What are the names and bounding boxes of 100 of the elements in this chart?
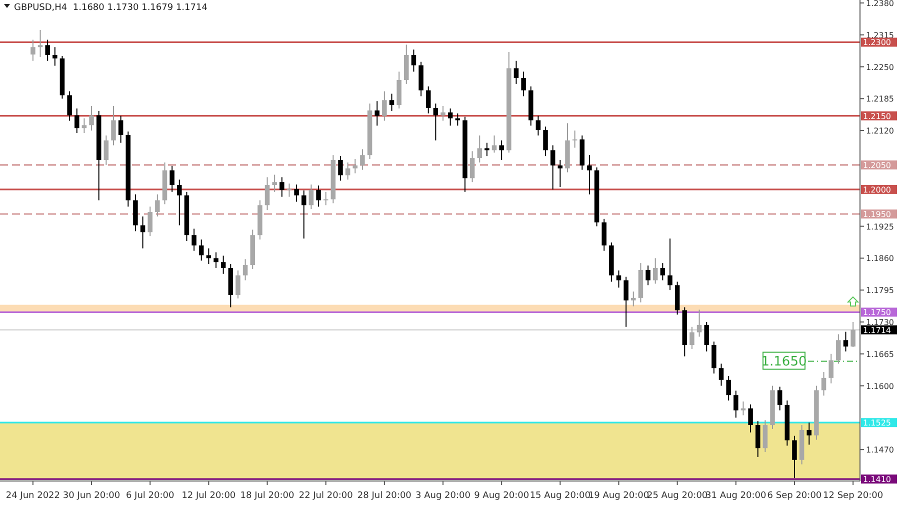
- candlestick: [433, 103, 438, 141]
- candlestick: [214, 252, 218, 268]
- candlestick: [558, 160, 563, 188]
- candlestick: [550, 144, 556, 190]
- candlestick: [712, 341, 716, 374]
- y-tick-label: 1.1470: [866, 446, 894, 455]
- candlestick: [206, 248, 212, 265]
- candlestick: [631, 291, 636, 307]
- candlestick: [30, 39, 36, 62]
- ref-line-label: 1.1525: [863, 418, 891, 428]
- candlestick: [477, 134, 482, 163]
- candlestick: [220, 255, 226, 274]
- ref-line-label: 1.1714: [863, 326, 891, 335]
- candlestick: [514, 60, 519, 84]
- candlestick: [198, 239, 204, 262]
- candlestick: [308, 184, 314, 210]
- candlestick: [264, 176, 270, 211]
- candlestick: [118, 115, 124, 144]
- candlestick: [616, 270, 622, 288]
- y-tick-label: 1.2185: [866, 94, 894, 104]
- candlestick: [455, 112, 460, 126]
- y-tick-label: 1.1860: [866, 254, 894, 264]
- candlestick: [45, 39, 50, 62]
- candlestick: [660, 262, 666, 281]
- y-tick-label: 1.2120: [866, 126, 894, 136]
- candlestick: [382, 90, 387, 122]
- candlestick: [602, 218, 606, 252]
- candlestick: [242, 258, 248, 281]
- candlestick: [352, 158, 358, 174]
- candlestick: [294, 184, 299, 202]
- candlestick: [828, 353, 834, 384]
- x-tick-label: 24 Jun 2022: [6, 491, 60, 501]
- x-tick-label: 12 Sep 20:00: [823, 491, 884, 501]
- candlestick: [389, 93, 394, 112]
- ref-line-label: 1.2050: [863, 160, 891, 170]
- candlestick: [67, 90, 72, 122]
- candlestick: [762, 420, 768, 453]
- candlestick: [111, 106, 116, 146]
- candlestick: [89, 106, 94, 132]
- y-tick-label: 1.2380: [866, 0, 894, 8]
- y-tick-label: 1.2315: [866, 30, 894, 40]
- candlestick: [624, 276, 628, 328]
- candlestick: [323, 191, 328, 206]
- y-tick-label: 1.2250: [866, 62, 894, 72]
- candlestick: [543, 126, 548, 157]
- candlestick: [748, 404, 753, 433]
- candlestick: [536, 115, 541, 136]
- x-tick-label: 28 Jul 20:00: [357, 491, 412, 501]
- candlestick: [484, 142, 490, 157]
- candlestick: [652, 258, 658, 284]
- x-tick-label: 12 Jul 20:00: [182, 491, 236, 501]
- y-tick-label: 1.1665: [866, 350, 894, 359]
- candlestick: [470, 150, 475, 183]
- x-tick-label: 30 Jun 20:00: [62, 491, 120, 501]
- chart-title: GBPUSD,H4 1.1680 1.1730 1.1679 1.1714: [14, 3, 208, 13]
- candlestick: [411, 49, 416, 72]
- candlestick: [280, 176, 284, 198]
- y-tick-label: 1.1925: [866, 222, 894, 232]
- candlestick: [755, 420, 760, 458]
- y-tick-label: 1.1795: [866, 286, 894, 296]
- candlestick: [521, 71, 526, 97]
- x-tick-label: 6 Jul 20:00: [126, 491, 174, 501]
- candlestick: [646, 265, 650, 286]
- candlestick: [792, 435, 797, 479]
- candlestick: [38, 29, 43, 58]
- ref-line-label: 1.1750: [863, 308, 891, 318]
- candlestick: [192, 228, 196, 252]
- y-tick-label: 1.1600: [866, 382, 894, 391]
- ref-line-label: 1.1950: [863, 210, 891, 219]
- candlestick: [360, 148, 365, 170]
- candlestick: [301, 190, 306, 240]
- candlestick: [668, 238, 672, 291]
- candlestick: [177, 179, 182, 226]
- x-tick-label: 9 Aug 20:00: [474, 491, 530, 501]
- candlestick: [806, 422, 812, 446]
- candlestick: [52, 46, 58, 66]
- candlestick: [286, 183, 292, 198]
- candlestick: [374, 100, 380, 126]
- ref-line-label: 1.2300: [863, 38, 891, 48]
- x-tick-label: 19 Aug 20:00: [588, 491, 650, 501]
- ref-line-label: 1.1410: [863, 475, 891, 484]
- x-tick-label: 31 Aug 20:00: [706, 491, 767, 501]
- candlestick: [572, 130, 578, 148]
- candlestick: [440, 106, 446, 122]
- candlestick: [718, 363, 724, 386]
- candlestick: [272, 174, 277, 192]
- candlestick: [696, 309, 702, 338]
- candlestick: [426, 86, 431, 114]
- candlestick: [82, 118, 87, 134]
- x-tick-label: 15 Aug 20:00: [530, 491, 591, 501]
- ref-line-label: 1.2150: [863, 112, 891, 121]
- candlestick: [499, 140, 504, 161]
- candlestick: [587, 154, 592, 195]
- candlestick: [104, 134, 109, 166]
- candlestick: [148, 206, 152, 237]
- candlestick: [821, 372, 826, 396]
- candlestick: [704, 321, 709, 352]
- candlestick: [850, 321, 856, 348]
- candlestick: [155, 194, 160, 217]
- candlestick: [74, 108, 80, 134]
